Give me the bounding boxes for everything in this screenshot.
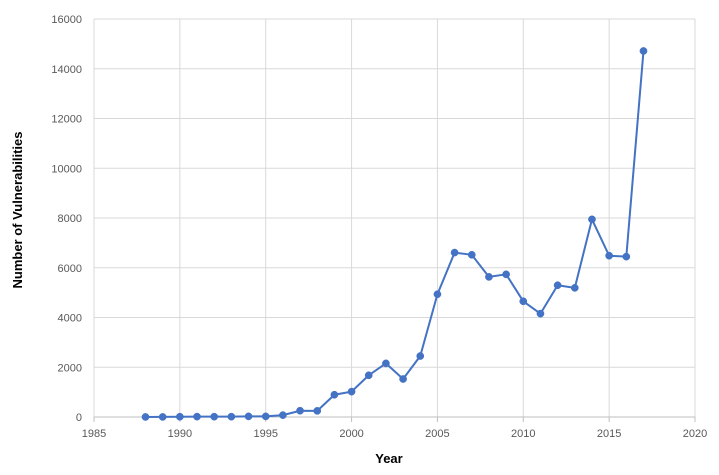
data-point xyxy=(450,248,459,257)
x-tick-label: 2020 xyxy=(683,428,707,440)
data-point xyxy=(467,250,476,259)
y-axis-title: Number of Vulnerabilities xyxy=(10,132,25,289)
x-tick-label: 2010 xyxy=(511,428,535,440)
data-point xyxy=(227,412,236,421)
x-axis-title: Year xyxy=(375,451,402,466)
data-point xyxy=(330,390,339,399)
data-point xyxy=(605,251,613,260)
data-point xyxy=(588,215,596,224)
data-point xyxy=(244,412,253,421)
data-point xyxy=(296,406,304,415)
x-tick-label: 2000 xyxy=(339,428,363,440)
data-point xyxy=(416,352,425,360)
data-point xyxy=(313,407,322,415)
y-tick-label: 14000 xyxy=(51,64,82,76)
data-point xyxy=(553,281,562,290)
series-group xyxy=(141,47,648,421)
x-tick-label: 1990 xyxy=(168,428,192,440)
x-tick-label: 2005 xyxy=(425,428,449,440)
y-tick-label: 12000 xyxy=(51,114,82,126)
data-point xyxy=(141,413,150,421)
data-point xyxy=(176,412,184,421)
data-point xyxy=(279,411,287,419)
data-point xyxy=(433,290,442,299)
x-tick-label: 1995 xyxy=(253,428,277,440)
y-tick-label: 16000 xyxy=(51,14,82,26)
grid xyxy=(93,18,696,417)
series-line xyxy=(145,50,645,418)
data-point xyxy=(502,270,510,279)
y-tick-label: 10000 xyxy=(51,163,82,175)
x-tick-label: 1985 xyxy=(82,428,106,440)
y-tick-label: 2000 xyxy=(58,362,82,374)
y-tick-label: 8000 xyxy=(58,213,82,225)
data-point xyxy=(210,412,219,421)
axes xyxy=(93,416,696,422)
data-point xyxy=(158,413,167,421)
data-point xyxy=(193,412,201,421)
tick-labels: 0 2000 4000 6000 8000 10000 12000 14000 16000 198… xyxy=(51,14,707,440)
data-point xyxy=(536,309,545,318)
data-point xyxy=(382,359,390,368)
y-tick-label: 6000 xyxy=(58,263,82,275)
y-tick-label: 4000 xyxy=(58,313,82,325)
data-point xyxy=(364,371,373,380)
y-tick-label: 0 xyxy=(76,412,82,424)
data-point xyxy=(639,47,648,55)
data-point xyxy=(519,297,528,306)
x-tick-label: 2015 xyxy=(597,428,621,440)
data-point xyxy=(261,412,270,421)
data-point xyxy=(622,252,631,261)
data-point xyxy=(570,284,579,292)
data-point xyxy=(485,273,493,281)
data-point xyxy=(399,375,407,383)
data-point xyxy=(347,387,356,396)
